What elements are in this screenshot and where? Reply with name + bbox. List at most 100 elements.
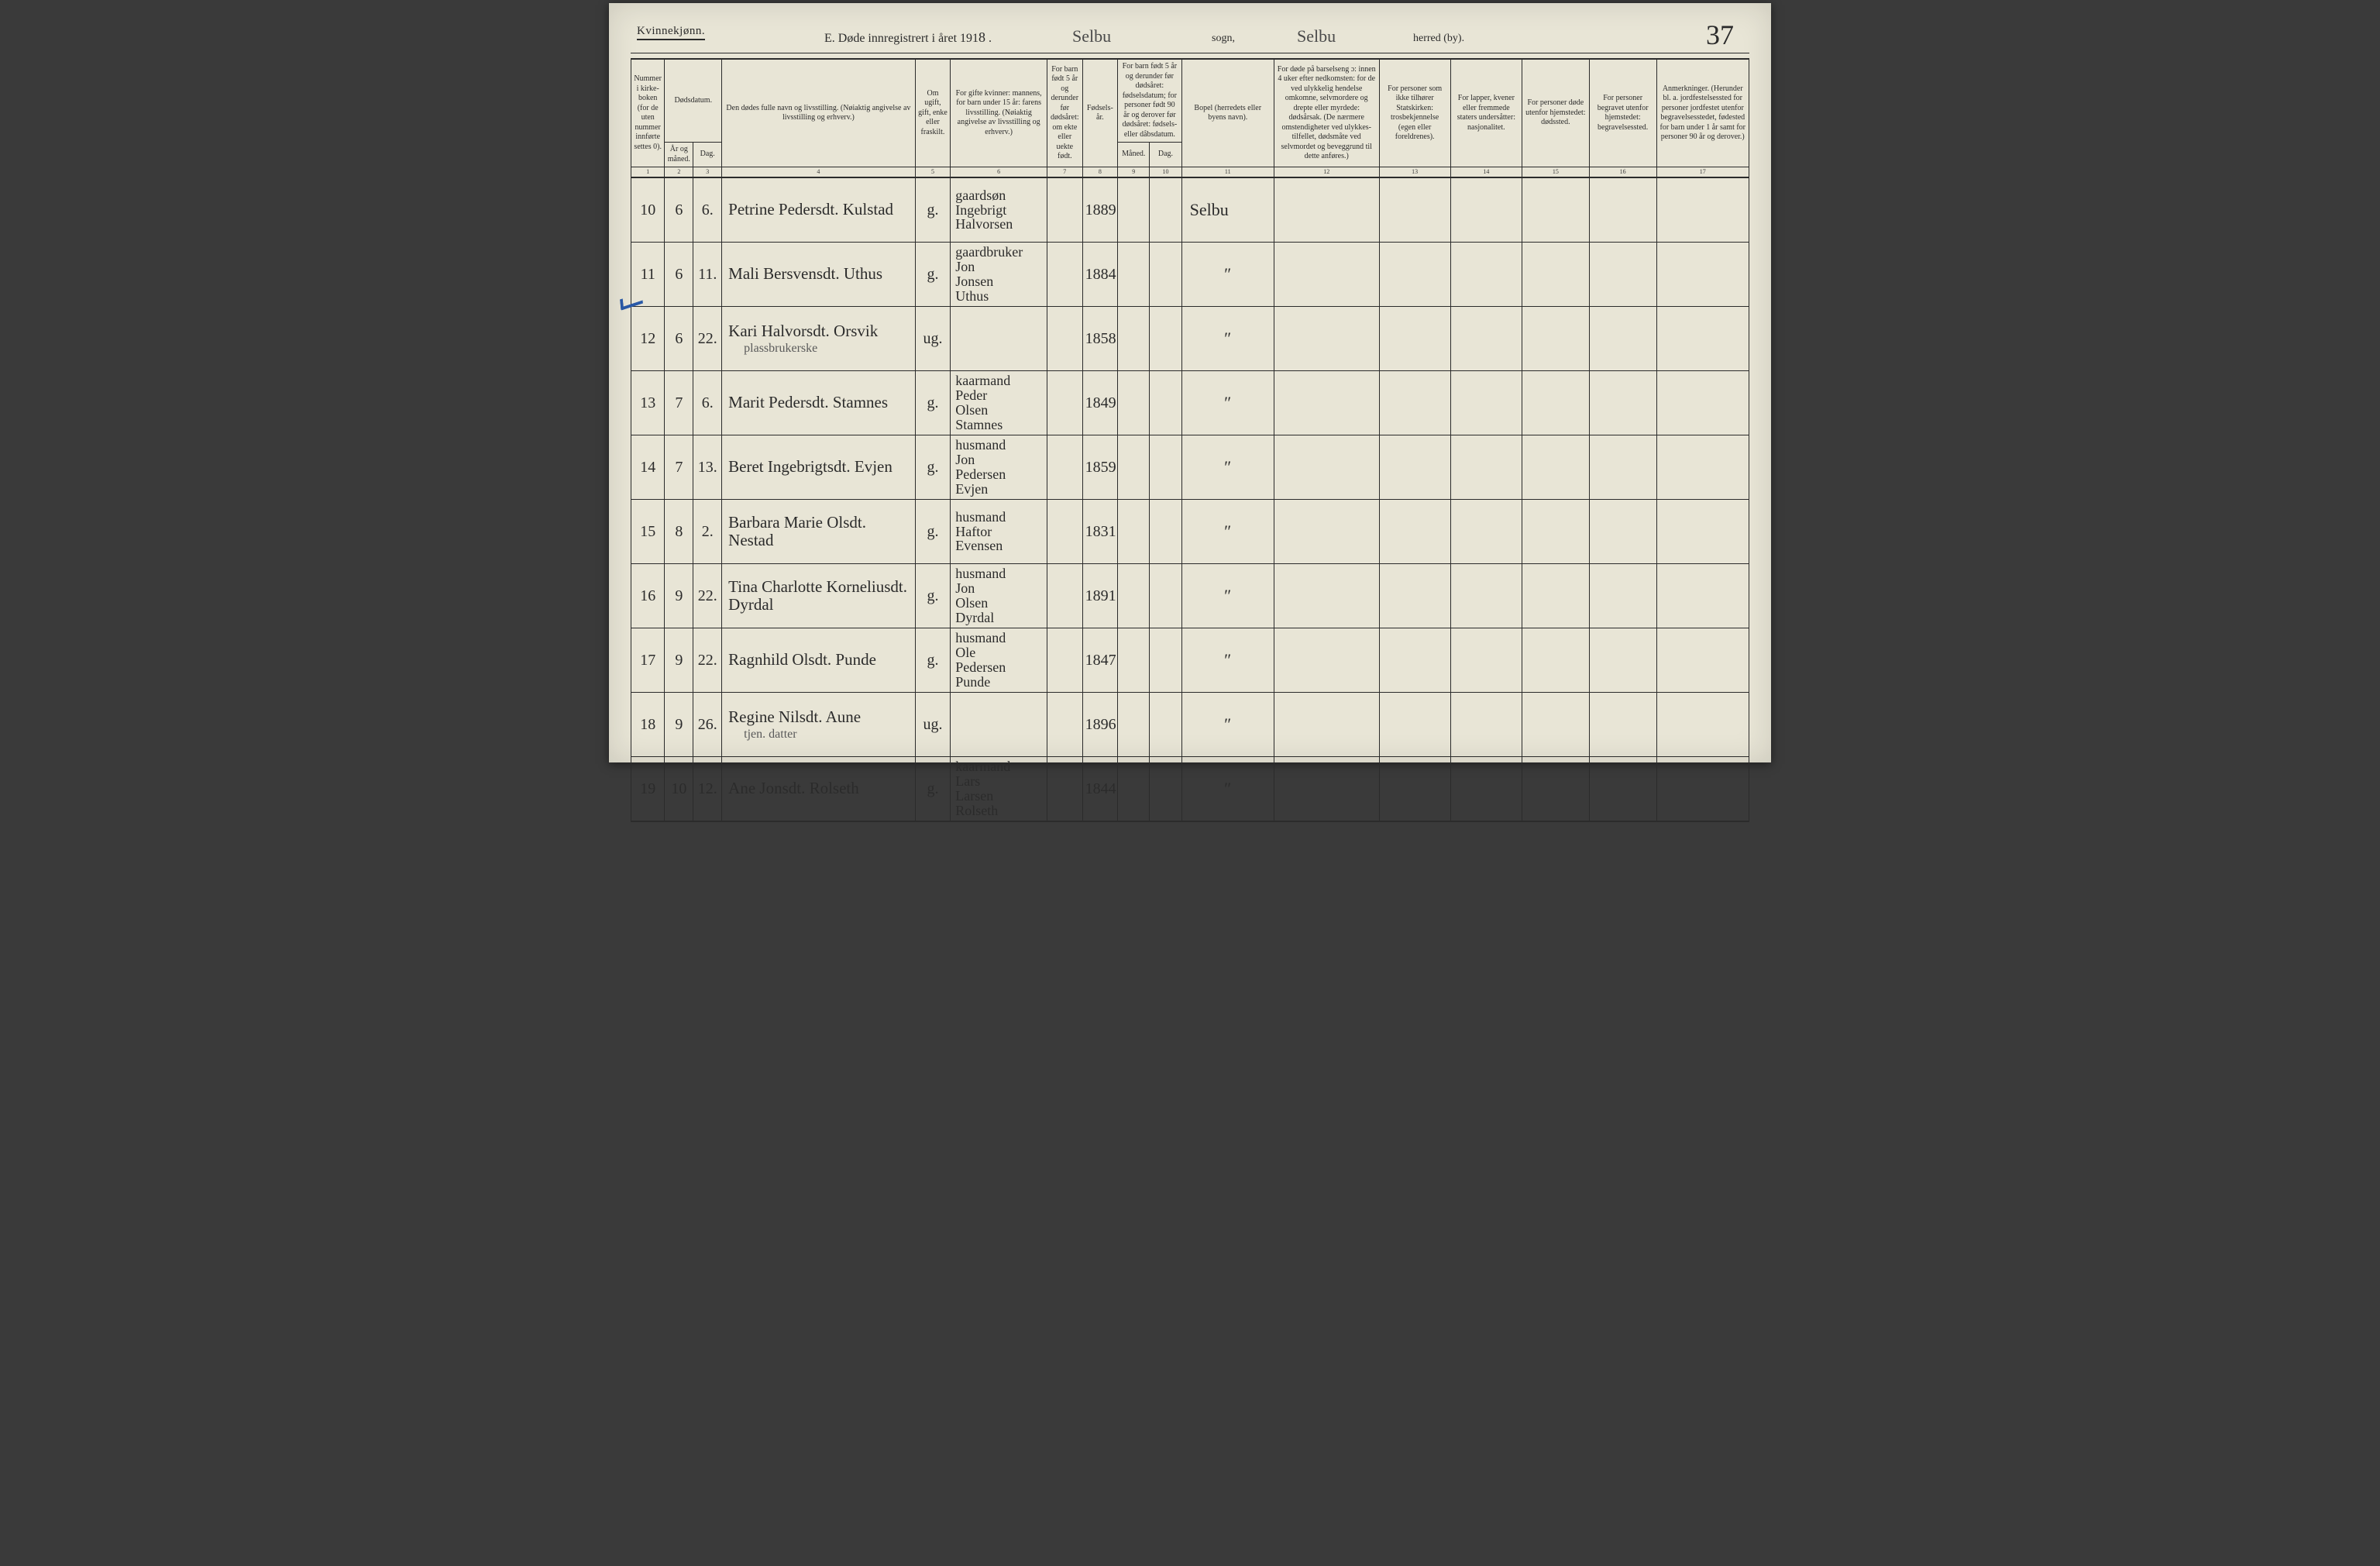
cell-spouse: husmandJonPedersenEvjen xyxy=(951,435,1047,500)
cell-religion xyxy=(1379,500,1450,564)
cell-birth-day xyxy=(1150,371,1181,435)
cell-name-main: Regine Nilsdt. Aune xyxy=(728,707,861,726)
cell-nationality xyxy=(1450,693,1522,757)
table-body: 1066.Petrine Pedersdt. Kulstadg.gaardsøn… xyxy=(631,177,1749,821)
cell-religion xyxy=(1379,435,1450,500)
colno-6: 6 xyxy=(951,167,1047,178)
cell-day: 6. xyxy=(693,371,722,435)
cell-birth-month xyxy=(1118,307,1150,371)
cell-nationality xyxy=(1450,628,1522,693)
cell-legitimacy xyxy=(1047,307,1083,371)
cell-name-main: Barbara Marie Olsdt. Nestad xyxy=(728,513,866,549)
cell-remarks xyxy=(1656,693,1749,757)
form-title-prefix: E. Døde innregistrert i året 191 xyxy=(824,32,978,45)
cell-month: 9 xyxy=(665,693,693,757)
cell-remarks xyxy=(1656,628,1749,693)
cell-remarks xyxy=(1656,564,1749,628)
cell-birthyear: 1859 xyxy=(1082,435,1118,500)
col-header-birth-month: Måned. xyxy=(1118,143,1150,167)
cell-birth-day xyxy=(1150,243,1181,307)
cell-name-main: Mali Bersvensdt. Uthus xyxy=(728,264,882,283)
cell-day: 11. xyxy=(693,243,722,307)
cell-day: 2. xyxy=(693,500,722,564)
cell-spouse: husmandOlePedersenPunde xyxy=(951,628,1047,693)
cell-birthyear: 1891 xyxy=(1082,564,1118,628)
cell-burialplace xyxy=(1589,435,1656,500)
cell-remarks xyxy=(1656,243,1749,307)
cell-deathplace xyxy=(1522,757,1589,822)
title-line: Kvinnekjønn. E. Døde innregistrert i åre… xyxy=(631,22,1749,53)
cell-residence: ″ xyxy=(1181,371,1274,435)
cell-number: 10 xyxy=(631,177,665,243)
cell-nationality xyxy=(1450,500,1522,564)
cell-number: 14 xyxy=(631,435,665,500)
cell-deathplace xyxy=(1522,243,1589,307)
cell-residence: Selbu xyxy=(1181,177,1274,243)
cell-status: g. xyxy=(915,628,951,693)
cell-cause xyxy=(1274,757,1379,822)
cell-status: ug. xyxy=(915,693,951,757)
cell-cause xyxy=(1274,693,1379,757)
cell-name-sub: tjen. datter xyxy=(728,728,913,742)
cell-spouse: kaarmandPederOlsenStamnes xyxy=(951,371,1047,435)
col-header-legitimacy: For barn født 5 år og derunder før dødså… xyxy=(1047,59,1083,167)
cell-cause xyxy=(1274,564,1379,628)
col-header-dodsdatum: Dødsdatum. xyxy=(665,59,722,143)
cell-name-main: Marit Pedersdt. Stamnes xyxy=(728,393,888,411)
colno-14: 14 xyxy=(1450,167,1522,178)
col-header-birthdate: For barn født 5 år og derunder før dødså… xyxy=(1118,59,1181,143)
herred-value: Selbu xyxy=(1297,26,1336,46)
cell-birth-month xyxy=(1118,177,1150,243)
cell-day: 22. xyxy=(693,628,722,693)
cell-number: 19 xyxy=(631,757,665,822)
table-row: 18926. Regine Nilsdt. Aune tjen. datterug.… xyxy=(631,693,1749,757)
col-header-religion: For personer som ikke tilhører Statskirk… xyxy=(1379,59,1450,167)
cell-status: ug. xyxy=(915,307,951,371)
cell-day: 26. xyxy=(693,693,722,757)
cell-birthyear: 1844 xyxy=(1082,757,1118,822)
cell-number: 18 xyxy=(631,693,665,757)
cell-birth-month xyxy=(1118,371,1150,435)
col-header-birth-day: Dag. xyxy=(1150,143,1181,167)
table-row: 14713.Beret Ingebrigtsdt. Evjeng.husmand… xyxy=(631,435,1749,500)
table-row: 1066.Petrine Pedersdt. Kulstadg.gaardsøn… xyxy=(631,177,1749,243)
cell-month: 9 xyxy=(665,564,693,628)
cell-religion xyxy=(1379,307,1450,371)
cell-burialplace xyxy=(1589,693,1656,757)
cell-burialplace xyxy=(1589,757,1656,822)
cell-birth-day xyxy=(1150,307,1181,371)
col-header-name: Den dødes fulle navn og livsstilling. (N… xyxy=(722,59,916,167)
cell-legitimacy xyxy=(1047,435,1083,500)
cell-name: Kari Halvorsdt. Orsvikplassbrukerske xyxy=(722,307,916,371)
colno-7: 7 xyxy=(1047,167,1083,178)
cell-religion xyxy=(1379,371,1450,435)
cell-religion xyxy=(1379,628,1450,693)
col-header-residence: Bopel (herredets eller byens navn). xyxy=(1181,59,1274,167)
table-row: 1376.Marit Pedersdt. Stamnesg.kaarmandPe… xyxy=(631,371,1749,435)
col-header-status: Om ugift, gift, enke eller fraskilt. xyxy=(915,59,951,167)
cell-birth-day xyxy=(1150,628,1181,693)
cell-deathplace xyxy=(1522,564,1589,628)
cell-number: 17 xyxy=(631,628,665,693)
col-header-nationality: For lapper, kvener eller fremmede stater… xyxy=(1450,59,1522,167)
cell-month: 10 xyxy=(665,757,693,822)
cell-birth-month xyxy=(1118,757,1150,822)
cell-spouse: gaardbrukerJonJonsenUthus xyxy=(951,243,1047,307)
cell-birth-day xyxy=(1150,177,1181,243)
cell-name: Tina Charlotte Korneliusdt. Dyrdal xyxy=(722,564,916,628)
cell-month: 6 xyxy=(665,243,693,307)
colno-11: 11 xyxy=(1181,167,1274,178)
colno-9: 9 xyxy=(1118,167,1150,178)
cell-birth-day xyxy=(1150,757,1181,822)
col-header-cause: For døde på barselseng ɔ: innen 4 uker e… xyxy=(1274,59,1379,167)
table-header: Nummer i kirke­boken (for de uten nummer… xyxy=(631,59,1749,177)
cell-status: g. xyxy=(915,177,951,243)
cell-burialplace xyxy=(1589,307,1656,371)
cell-legitimacy xyxy=(1047,757,1083,822)
cell-birthyear: 1889 xyxy=(1082,177,1118,243)
cell-residence: ″ xyxy=(1181,243,1274,307)
cell-name-main: Ragnhild Olsdt. Punde xyxy=(728,650,876,669)
colno-16: 16 xyxy=(1589,167,1656,178)
cell-birthyear: 1849 xyxy=(1082,371,1118,435)
cell-birthyear: 1896 xyxy=(1082,693,1118,757)
